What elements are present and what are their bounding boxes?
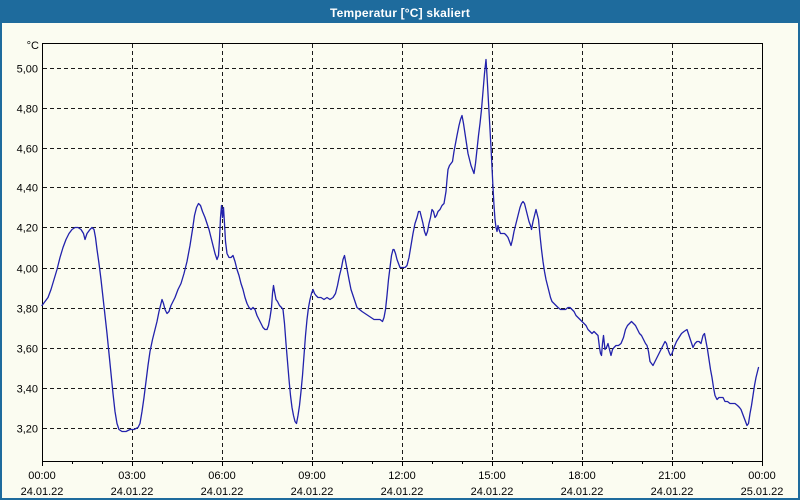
- y-tick-label: 4,60: [17, 144, 38, 156]
- x-tick-time-label: 06:00: [208, 470, 236, 482]
- x-tick-date-label: 24.01.22: [471, 486, 514, 498]
- y-tick-label: 4,20: [17, 223, 38, 235]
- x-tick-time-label: 18:00: [568, 470, 596, 482]
- x-tick-time-label: 09:00: [298, 470, 326, 482]
- y-tick-label: 4,80: [17, 104, 38, 116]
- temperature-line: [41, 58, 760, 433]
- title-bar[interactable]: Temperatur [°C] skaliert: [2, 2, 798, 23]
- y-tick-label: 3,80: [17, 304, 38, 316]
- x-tick-date-label: 24.01.22: [21, 486, 64, 498]
- x-tick-date-label: 24.01.22: [381, 486, 424, 498]
- x-tick-date-label: 24.01.22: [561, 486, 604, 498]
- x-tick-date-label: 24.01.22: [111, 486, 154, 498]
- y-tick-label: 3,60: [17, 344, 38, 356]
- x-tick-time-label: 03:00: [118, 470, 146, 482]
- plot-frame: [42, 43, 763, 462]
- y-unit-label: °C: [27, 40, 39, 52]
- x-tick-time-label: 12:00: [388, 470, 416, 482]
- x-tick-date-label: 25.01.22: [741, 486, 784, 498]
- y-tick-label: 3,40: [17, 384, 38, 396]
- y-tick-label: 4,00: [17, 264, 38, 276]
- x-tick-time-label: 00:00: [28, 470, 56, 482]
- x-tick-date-label: 24.01.22: [201, 486, 244, 498]
- window-title: Temperatur [°C] skaliert: [329, 5, 471, 20]
- x-tick-date-label: 24.01.22: [291, 486, 334, 498]
- x-tick-date-label: 24.01.22: [651, 486, 694, 498]
- x-tick-time-label: 15:00: [478, 470, 506, 482]
- x-tick-time-label: 00:00: [748, 470, 776, 482]
- y-tick-label: 4,40: [17, 183, 38, 195]
- x-tick-time-label: 21:00: [658, 470, 686, 482]
- y-tick-label: 3,20: [17, 424, 38, 436]
- y-tick-label: 5,00: [17, 64, 38, 76]
